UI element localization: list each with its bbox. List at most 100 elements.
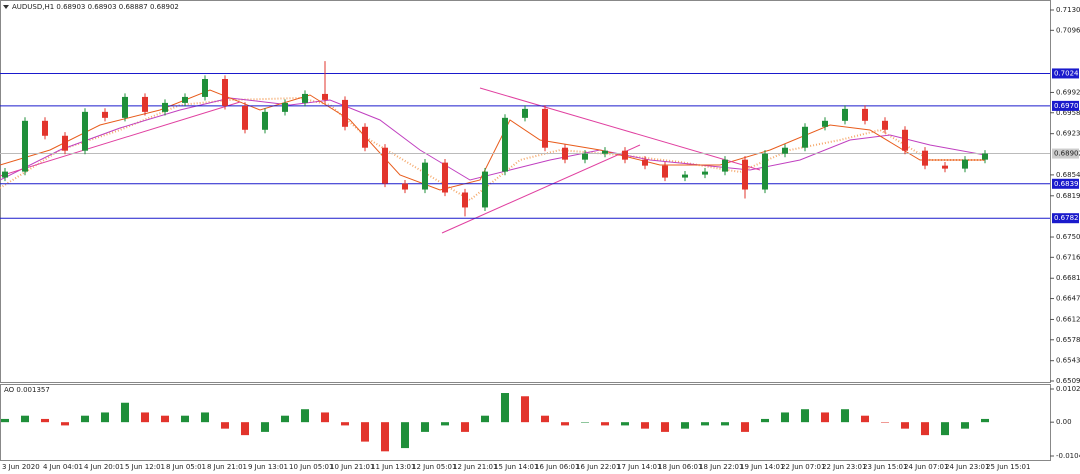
candle-body bbox=[662, 165, 668, 178]
ao-bar bbox=[501, 393, 509, 423]
candle-body bbox=[262, 111, 268, 130]
y-tick-label: 0.68195 bbox=[1056, 192, 1080, 200]
candle-body bbox=[982, 153, 988, 160]
ao-bar bbox=[361, 422, 369, 442]
time-label: 22 Jun 07:01 bbox=[781, 463, 825, 471]
candle-body bbox=[502, 117, 508, 172]
ao-bar bbox=[781, 412, 789, 423]
time-label: 17 Jun 14:01 bbox=[617, 463, 661, 471]
candle-body bbox=[642, 159, 648, 166]
level-label-box bbox=[1052, 178, 1079, 189]
ao-bar bbox=[21, 415, 29, 423]
time-label: 11 Jun 13:01 bbox=[371, 463, 415, 471]
ao-bar bbox=[821, 412, 829, 423]
ao-bar bbox=[181, 415, 189, 423]
y-tick-label: 0.00 bbox=[1056, 418, 1072, 426]
time-label: 24 Jun 23:01 bbox=[945, 463, 989, 471]
ao-bar bbox=[1, 418, 9, 423]
y-tick-label: 0.71305 bbox=[1056, 6, 1080, 14]
ichimoku-cloud bbox=[0, 96, 985, 202]
candle-body bbox=[482, 171, 488, 208]
candle-body bbox=[382, 147, 388, 184]
candle-body bbox=[402, 183, 408, 190]
trend-line bbox=[0, 101, 241, 177]
candle-body bbox=[182, 96, 188, 103]
ao-bar bbox=[941, 422, 949, 436]
candle-body bbox=[222, 79, 228, 106]
ao-bar bbox=[81, 415, 89, 423]
level-label: 0.70243 bbox=[1054, 69, 1080, 77]
y-tick-label: 0.66475 bbox=[1056, 295, 1080, 303]
time-label: 25 Jun 15:01 bbox=[986, 463, 1030, 471]
candle-body bbox=[742, 159, 748, 190]
ao-bar bbox=[961, 422, 969, 429]
ao-bar bbox=[401, 422, 409, 449]
y-tick-label: 0.65435 bbox=[1056, 357, 1080, 365]
time-label: 23 Jun 15:01 bbox=[863, 463, 907, 471]
candle-body bbox=[22, 120, 28, 172]
time-label: 24 Jun 07:01 bbox=[904, 463, 948, 471]
menu-arrow[interactable] bbox=[3, 5, 9, 9]
candle-body bbox=[422, 162, 428, 190]
y-tick-label: 0.67505 bbox=[1056, 233, 1080, 241]
level-label-box bbox=[1052, 68, 1079, 79]
ao-bar bbox=[441, 422, 449, 426]
ao-bar bbox=[321, 412, 329, 423]
ao-bar bbox=[621, 422, 629, 426]
y-tick-label: 0.66815 bbox=[1056, 274, 1080, 282]
candle-body bbox=[62, 135, 68, 151]
candle-body bbox=[462, 192, 468, 208]
candle-body bbox=[962, 159, 968, 169]
current-price-box bbox=[1052, 148, 1079, 159]
ao-panel bbox=[0, 384, 1051, 461]
ao-bar bbox=[521, 396, 529, 423]
candle-body bbox=[362, 126, 368, 148]
ao-bar bbox=[241, 422, 249, 436]
ao-bar bbox=[281, 415, 289, 423]
ao-bar bbox=[921, 422, 929, 436]
y-tick-label: 0.010241 bbox=[1056, 385, 1080, 393]
trend-line bbox=[479, 87, 761, 171]
ao-bar bbox=[481, 415, 489, 423]
candle-body bbox=[522, 108, 528, 118]
candle-body bbox=[162, 102, 168, 112]
trend-line bbox=[441, 144, 641, 234]
y-tick-label: 0.67165 bbox=[1056, 253, 1080, 261]
ao-bar bbox=[561, 422, 569, 426]
ao-bar bbox=[801, 409, 809, 423]
candle-body bbox=[582, 153, 588, 160]
y-tick-label: 0.69585 bbox=[1056, 109, 1080, 117]
ao-bar bbox=[201, 412, 209, 423]
time-label: 12 Jun 21:01 bbox=[453, 463, 497, 471]
time-label: 5 Jun 12:01 bbox=[125, 463, 165, 471]
time-label: 16 Jun 22:01 bbox=[576, 463, 620, 471]
candle-body bbox=[102, 111, 108, 118]
time-label: 8 Jun 05:01 bbox=[166, 463, 206, 471]
candle-body bbox=[282, 102, 288, 112]
ao-bar bbox=[121, 402, 129, 423]
chart-title: AUDUSD,H1 0.68903 0.68903 0.68887 0.6890… bbox=[12, 3, 179, 11]
candle-body bbox=[862, 108, 868, 121]
ao-bar bbox=[541, 415, 549, 423]
candle-body bbox=[722, 159, 728, 172]
level-label-box bbox=[1052, 100, 1079, 111]
y-tick-label: 0.70965 bbox=[1056, 26, 1080, 34]
ao-bar bbox=[681, 422, 689, 429]
ao-bar bbox=[661, 422, 669, 432]
ao-bar bbox=[101, 412, 109, 423]
time-label: 3 Jun 2020 bbox=[2, 463, 40, 471]
candle-body bbox=[882, 120, 888, 130]
candle-body bbox=[82, 111, 88, 151]
ao-bar bbox=[221, 422, 229, 429]
time-label: 4 Jun 20:01 bbox=[84, 463, 124, 471]
candle-body bbox=[322, 93, 328, 100]
candle-body bbox=[42, 120, 48, 136]
y-tick-label: 0.69235 bbox=[1056, 130, 1080, 138]
ao-bar bbox=[761, 418, 769, 423]
ao-bar bbox=[61, 422, 69, 426]
y-tick-label: 0.65785 bbox=[1056, 336, 1080, 344]
ao-bar bbox=[341, 422, 349, 426]
ao-bar bbox=[981, 418, 989, 423]
fast-moving-average bbox=[0, 89, 985, 191]
